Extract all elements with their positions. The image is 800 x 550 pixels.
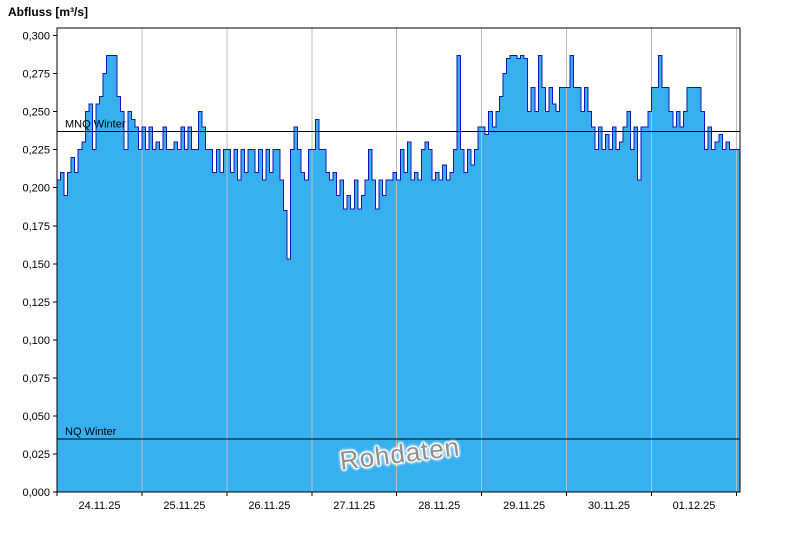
y-axis-tick-label: 0,100 bbox=[22, 335, 50, 347]
y-axis-tick-label: 0,000 bbox=[22, 487, 50, 499]
area-fill bbox=[57, 55, 740, 492]
x-axis-date-label: 29.11.25 bbox=[503, 500, 545, 512]
y-axis-tick-label: 0,025 bbox=[22, 449, 50, 461]
y-axis-tick-label: 0,200 bbox=[22, 183, 50, 195]
reference-line-label: MNQ Winter bbox=[65, 118, 126, 130]
x-axis-date-label: 25.11.25 bbox=[163, 500, 205, 512]
y-axis-tick-label: 0,300 bbox=[22, 31, 50, 43]
data-step-line bbox=[57, 54, 741, 260]
x-axis-date-label: 24.11.25 bbox=[78, 500, 120, 512]
x-axis-date-label: 28.11.25 bbox=[418, 500, 460, 512]
y-axis-tick-label: 0,150 bbox=[22, 259, 50, 271]
x-axis-date-label: 27.11.25 bbox=[333, 500, 375, 512]
y-axis-tick-label: 0,050 bbox=[22, 411, 50, 423]
plot-border bbox=[56, 27, 741, 493]
chart-title: Abfluss [m³/s] bbox=[8, 5, 89, 19]
reference-line-label: NQ Winter bbox=[65, 426, 117, 438]
x-axis-date-label: 26.11.25 bbox=[248, 500, 290, 512]
y-axis-tick-label: 0,250 bbox=[22, 107, 50, 119]
y-axis-tick-label: 0,225 bbox=[22, 145, 50, 157]
y-axis-tick-label: 0,175 bbox=[22, 221, 50, 233]
y-axis-tick-label: 0,125 bbox=[22, 297, 50, 309]
x-axis-date-label: 01.12.25 bbox=[673, 500, 716, 512]
x-axis-date-label: 30.11.25 bbox=[588, 500, 630, 512]
y-axis-tick-label: 0,075 bbox=[22, 373, 50, 385]
y-axis-tick-label: 0,275 bbox=[22, 69, 50, 81]
